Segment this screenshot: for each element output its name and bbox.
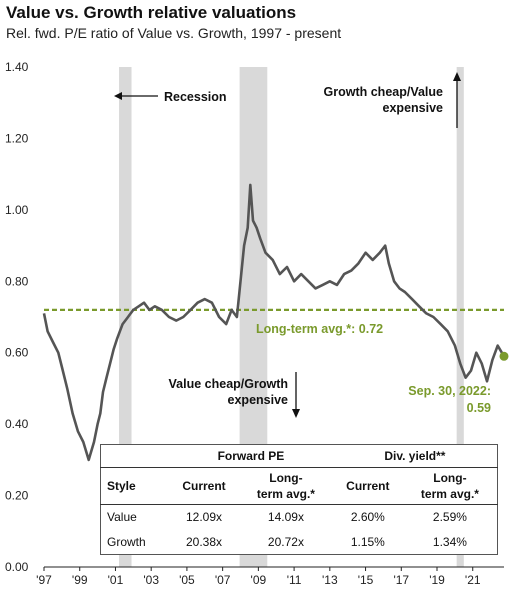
table-group-header: Forward PE Div. yield** <box>100 444 498 468</box>
recession-label: Recession <box>164 90 227 104</box>
dy-current-header: Current <box>332 467 403 505</box>
x-tick-label: '19 <box>429 573 445 587</box>
x-tick-label: '11 <box>287 573 302 587</box>
dy-current-cell: 1.15% <box>350 534 385 549</box>
recession-band <box>119 67 132 567</box>
current-date-label: Sep. 30, 2022: <box>408 384 491 398</box>
x-tick-label: '17 <box>393 573 409 587</box>
x-tick-label: '21 <box>465 573 481 587</box>
dy-lt-avg-header: Long-term avg.* <box>402 467 498 505</box>
forward-pe-header: Forward PE <box>169 444 333 468</box>
dy-lt-avg-cell: 1.34% <box>432 534 467 549</box>
dy-current-cell: 2.60% <box>350 510 385 525</box>
chart-subtitle: Rel. fwd. P/E ratio of Value vs. Growth,… <box>6 25 342 41</box>
current-value-point <box>499 351 509 361</box>
table-corner <box>100 444 169 468</box>
pe-lt-avg-cell: 14.09x <box>267 510 304 525</box>
x-tick-label: '05 <box>179 573 195 587</box>
y-tick-label: 0.80 <box>5 274 29 288</box>
x-tick-label: '99 <box>72 573 88 587</box>
growth-cheap-arrowhead <box>453 72 461 81</box>
y-tick-label: 1.00 <box>5 203 29 217</box>
relative-pe-line <box>42 183 506 462</box>
value-cheap-label-1: Value cheap/Growth <box>169 377 288 391</box>
growth-cheap-label-1: Growth cheap/Value <box>324 85 444 99</box>
recession-band <box>456 67 464 567</box>
valuation-table: Forward PE Div. yield** Style Current Lo… <box>100 444 498 555</box>
pe-current-cell: 20.38x <box>186 534 223 549</box>
current-value-label: 0.59 <box>467 401 491 415</box>
y-tick-label: 1.20 <box>5 131 29 145</box>
x-tick-label: '07 <box>215 573 231 587</box>
y-tick-label: 0.20 <box>5 489 29 503</box>
dy-lt-avg-cell: 2.59% <box>432 510 467 525</box>
style-cell: Value <box>107 510 137 525</box>
y-tick-label: 1.40 <box>5 60 29 74</box>
table-row-growth: Growth 20.38x 20.72x 1.15% 1.34% <box>101 530 498 555</box>
pe-current-header: Current <box>169 467 240 505</box>
x-tick-label: '09 <box>251 573 267 587</box>
table-row-value: Value 12.09x 14.09x 2.60% 2.59% <box>101 505 498 530</box>
x-tick-label: '03 <box>143 573 159 587</box>
pe-lt-avg-header: Long-term avg.* <box>239 467 333 505</box>
value-cheap-label-2: expensive <box>228 393 289 407</box>
y-tick-label: 0.40 <box>5 417 29 431</box>
chart-title: Value vs. Growth relative valuations <box>6 3 297 22</box>
pe-lt-avg-header-line2: term avg.* <box>256 487 315 501</box>
table-column-header: Style Current Long-term avg.* Current Lo… <box>100 467 498 505</box>
pe-lt-avg-header-line1: Long- <box>269 471 303 485</box>
recession-arrowhead <box>114 92 122 100</box>
div-yield-header: Div. yield** <box>332 444 498 468</box>
dy-lt-avg-header-line1: Long- <box>433 471 467 485</box>
growth-cheap-label-2: expensive <box>383 101 444 115</box>
long-term-avg-label: Long-term avg.*: 0.72 <box>256 322 383 336</box>
dy-lt-avg-header-line2: term avg.* <box>420 487 479 501</box>
style-column-header: Style <box>100 467 169 505</box>
pe-current-cell: 12.09x <box>186 510 223 525</box>
x-tick-label: '97 <box>36 573 52 587</box>
style-cell: Growth <box>107 534 146 549</box>
value-cheap-arrowhead <box>292 409 300 418</box>
y-tick-label: 0.00 <box>5 560 29 574</box>
pe-lt-avg-cell: 20.72x <box>267 534 304 549</box>
x-tick-label: '01 <box>108 573 124 587</box>
x-tick-label: '15 <box>358 573 374 587</box>
x-tick-label: '13 <box>322 573 338 587</box>
y-tick-label: 0.60 <box>5 346 29 360</box>
